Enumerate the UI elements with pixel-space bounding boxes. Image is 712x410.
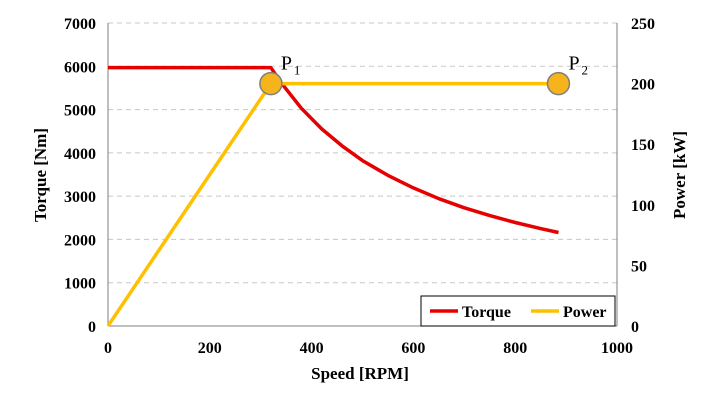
x-tick-label-3: 600 [401, 340, 425, 357]
y-right-tick-label-1: 50 [631, 258, 647, 275]
x-tick-label-2: 400 [300, 340, 324, 357]
x-tick-label-4: 800 [503, 340, 527, 357]
y-right-tick-label-2: 100 [631, 198, 655, 215]
x-tick-label-1: 200 [198, 340, 222, 357]
series-line-power [106, 81, 559, 327]
operating-point-label-2: P [568, 53, 579, 75]
y-left-tick-label-0: 0 [88, 319, 96, 336]
operating-point-marker-2 [546, 71, 571, 96]
series-lines [106, 65, 559, 327]
y-right-tick-label-5: 250 [631, 16, 655, 33]
series-line-torque [108, 65, 559, 235]
y-left-tick-label-4: 4000 [64, 146, 96, 163]
x-tick-label-0: 0 [104, 340, 112, 357]
operating-point-marker-1 [259, 71, 283, 96]
y-left-tick-label-7: 7000 [64, 16, 96, 33]
y-left-tick-label-6: 6000 [64, 59, 96, 76]
y-axis-title-right: Power [kW] [670, 131, 689, 219]
y-right-tick-label-4: 200 [631, 77, 655, 94]
operating-point-label-1: P [281, 53, 292, 75]
gridlines [108, 22, 617, 284]
y-right-tick-label-3: 150 [631, 137, 655, 154]
y-left-tick-label-5: 5000 [64, 103, 96, 120]
y-left-tick-label-1: 1000 [64, 276, 96, 293]
legend-label-power: Power [563, 304, 607, 321]
operating-point-subscript-1: 1 [294, 63, 301, 78]
y-left-tick-label-2: 2000 [64, 232, 96, 249]
y-axis-title-left: Torque [Nm] [31, 128, 50, 222]
operating-point-subscript-2: 2 [581, 63, 588, 78]
x-axis-title: Speed [RPM] [311, 364, 409, 383]
x-tick-label-5: 1000 [601, 340, 633, 357]
legend-label-torque: Torque [462, 304, 511, 321]
y-right-tick-label-0: 0 [631, 319, 639, 336]
legend: Torque Power [420, 295, 616, 327]
y-left-tick-label-3: 3000 [64, 189, 96, 206]
tick-labels: 0 200 400 600 800 100001000200030004000500060… [64, 16, 655, 357]
